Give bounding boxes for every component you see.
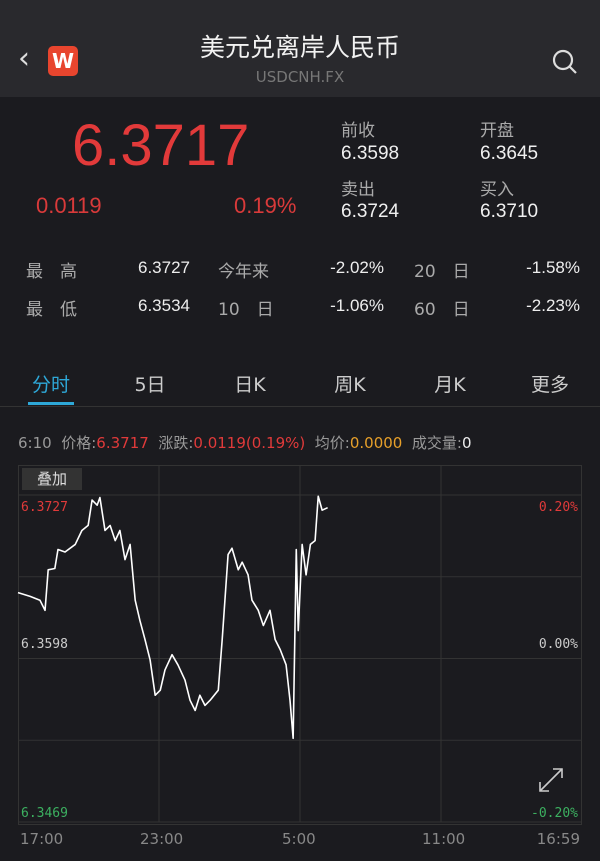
tab-intraday[interactable]: 分时 xyxy=(31,374,70,396)
tab-weekly-k[interactable]: 周K xyxy=(334,374,366,396)
tab-monthly-k[interactable]: 月K xyxy=(434,374,466,396)
price-change-pct: 0.19% xyxy=(234,193,297,218)
ask-value: 6.3724 xyxy=(341,201,400,222)
active-tab-indicator xyxy=(28,402,74,405)
last-price: 6.3717 xyxy=(72,113,250,178)
info-price-label: 价格: xyxy=(61,434,97,452)
back-button[interactable]: ‹ xyxy=(18,41,30,76)
header xyxy=(0,0,600,97)
stat-label: 今年来 xyxy=(218,262,269,282)
info-time: 6:10 xyxy=(18,434,52,452)
info-price: 6.3717 xyxy=(96,434,149,452)
price-change: 0.0119 xyxy=(36,193,102,218)
stat-label: 最 高 xyxy=(26,262,77,282)
info-avg: 0.0000 xyxy=(349,434,403,452)
y-right-tick: 0.20% xyxy=(538,500,578,515)
stat-label: 最 低 xyxy=(26,300,77,320)
stat-value: -1.58% xyxy=(526,258,580,277)
prev-close-value: 6.3598 xyxy=(341,143,400,164)
y-right-tick: -0.20% xyxy=(531,806,578,821)
x-tick: 5:00 xyxy=(282,830,316,848)
y-left-tick: 6.3598 xyxy=(21,637,68,652)
app-logo: W xyxy=(48,46,78,76)
info-chg-label: 涨跌: xyxy=(158,434,194,452)
bid-label: 买入 xyxy=(480,180,514,200)
search-icon[interactable] xyxy=(551,48,579,76)
x-tick: 23:00 xyxy=(140,830,184,848)
tab-daily-k[interactable]: 日K xyxy=(234,374,266,396)
open-label: 开盘 xyxy=(480,121,514,141)
info-chg: 0.0119(0.19%) xyxy=(193,434,306,452)
tab-5day[interactable]: 5日 xyxy=(134,374,166,396)
tab-more[interactable]: 更多 xyxy=(530,374,569,396)
stat-value: -1.06% xyxy=(330,296,384,315)
x-tick: 11:00 xyxy=(422,830,466,848)
stat-label: 20 日 xyxy=(414,262,470,282)
info-avg-label: 均价: xyxy=(314,434,350,452)
stat-label: 10 日 xyxy=(218,300,274,320)
divider xyxy=(0,406,600,407)
y-right-tick: 0.00% xyxy=(538,637,578,652)
bid-value: 6.3710 xyxy=(480,201,539,222)
stat-value: -2.23% xyxy=(526,296,580,315)
y-left-tick: 6.3727 xyxy=(21,500,68,515)
symbol-code: USDCNH.FX xyxy=(255,68,345,86)
price-line xyxy=(17,495,328,740)
stat-value: 6.3727 xyxy=(138,258,190,277)
open-value: 6.3645 xyxy=(480,143,539,164)
expand-icon[interactable] xyxy=(536,765,566,795)
x-tick: 17:00 xyxy=(20,830,64,848)
prev-close-label: 前收 xyxy=(341,121,375,141)
ask-label: 卖出 xyxy=(341,180,375,200)
y-left-tick: 6.3469 xyxy=(21,806,68,821)
info-vol-label: 成交量: xyxy=(411,434,462,452)
stat-label: 60 日 xyxy=(414,300,470,320)
x-tick: 16:59 xyxy=(536,830,580,848)
page-title: 美元兑离岸人民币 xyxy=(199,33,400,62)
overlay-button[interactable]: 叠加 xyxy=(22,468,82,490)
stat-value: -2.02% xyxy=(330,258,384,277)
crosshair-info: 6:10 价格:6.3717 涨跌:0.0119(0.19%) 均价:0.000… xyxy=(18,432,472,453)
info-vol: 0 xyxy=(461,434,472,452)
stat-value: 6.3534 xyxy=(138,296,190,315)
